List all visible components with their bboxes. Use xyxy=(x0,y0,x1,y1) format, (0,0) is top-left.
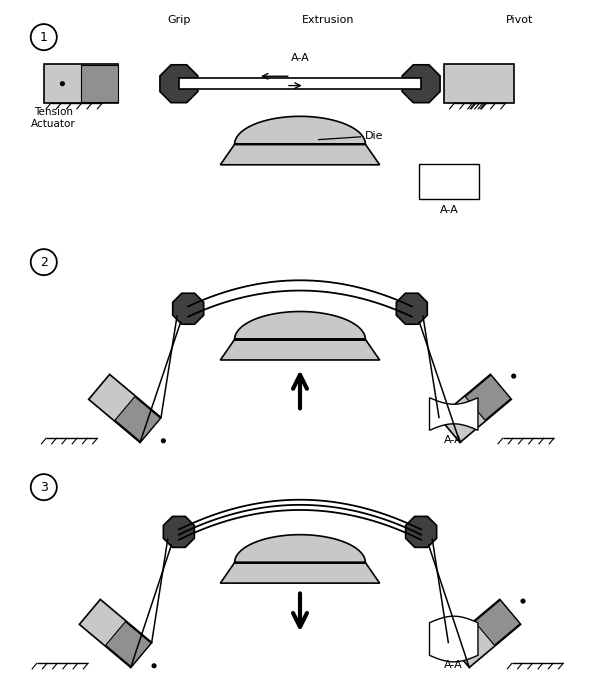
Polygon shape xyxy=(475,600,520,645)
Polygon shape xyxy=(397,293,427,325)
Text: Grip: Grip xyxy=(167,15,191,25)
Text: 3: 3 xyxy=(40,481,48,493)
Polygon shape xyxy=(406,516,437,547)
Polygon shape xyxy=(430,398,478,430)
Text: A-A: A-A xyxy=(290,53,310,63)
Text: Pivot: Pivot xyxy=(506,15,533,25)
Polygon shape xyxy=(220,144,380,165)
Circle shape xyxy=(512,374,515,378)
Text: A-A: A-A xyxy=(445,435,463,444)
Polygon shape xyxy=(448,599,521,668)
Circle shape xyxy=(152,664,156,668)
Polygon shape xyxy=(163,516,194,547)
Text: 2: 2 xyxy=(40,255,48,268)
Text: Die: Die xyxy=(365,131,384,141)
Polygon shape xyxy=(465,375,511,420)
Polygon shape xyxy=(173,293,203,325)
Text: A-A: A-A xyxy=(445,659,463,670)
Text: A-A: A-A xyxy=(440,205,458,215)
Polygon shape xyxy=(235,311,365,340)
Circle shape xyxy=(161,439,165,443)
Circle shape xyxy=(31,249,57,275)
Polygon shape xyxy=(220,563,380,583)
Text: Tension
Actuator: Tension Actuator xyxy=(31,107,76,129)
Polygon shape xyxy=(89,374,161,442)
Polygon shape xyxy=(402,65,440,102)
Polygon shape xyxy=(179,78,421,89)
Text: 1: 1 xyxy=(40,30,48,44)
Polygon shape xyxy=(160,65,198,102)
Polygon shape xyxy=(106,621,151,667)
Circle shape xyxy=(521,599,525,603)
Polygon shape xyxy=(235,116,365,144)
Polygon shape xyxy=(445,64,514,103)
Polygon shape xyxy=(430,616,478,662)
Polygon shape xyxy=(220,340,380,360)
Polygon shape xyxy=(115,397,160,441)
Polygon shape xyxy=(235,535,365,563)
Polygon shape xyxy=(44,64,118,103)
Polygon shape xyxy=(79,599,152,668)
Text: Extrusion: Extrusion xyxy=(302,15,354,25)
Polygon shape xyxy=(81,65,118,102)
Circle shape xyxy=(31,474,57,500)
Polygon shape xyxy=(439,374,511,442)
Circle shape xyxy=(61,82,64,86)
Circle shape xyxy=(31,24,57,51)
Bar xyxy=(419,164,479,199)
